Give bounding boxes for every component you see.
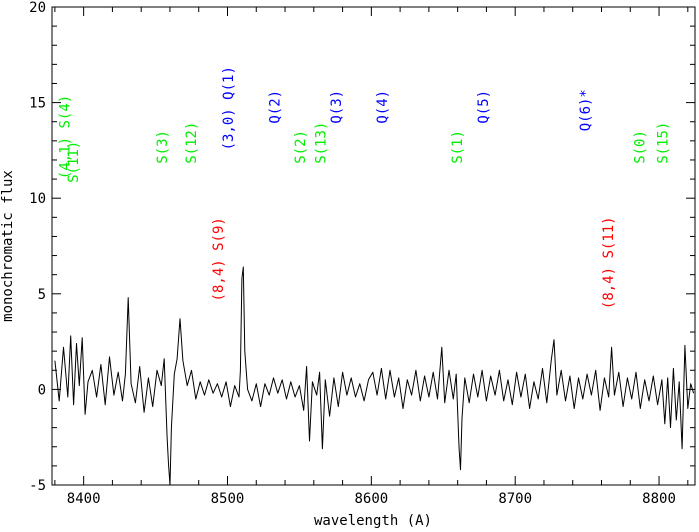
x-axis-title: wavelength (A) [314,513,432,529]
series-layer [54,266,695,486]
line-annotation: Q(2) [267,90,283,124]
line-annotation: S(11) [66,141,82,183]
line-annotation: S(13) [313,122,329,164]
annotation-layer: (4,1) S(4)S(11) S(3) S(12) (3,0) Q(1) Q(2) S(… [57,66,671,309]
y-tick-label: 15 [29,96,46,112]
line-annotation: (8,4) S(9) [211,217,227,301]
line-annotation: Q(3) [329,90,345,124]
spectrum-line [54,266,695,486]
line-annotation: S(0) [633,130,649,164]
x-tick-label: 8600 [354,491,388,507]
line-annotation: S(2) [293,130,309,164]
axis-ticks: 8400 8500 8600 8700 8800 -5 0 5 10 15 20 [29,0,695,507]
line-annotation: Q(4) [375,90,391,124]
line-annotation: S(15) [656,122,672,164]
x-tick-label: 8500 [211,491,245,507]
line-annotation: S(1) [450,130,466,164]
line-annotation: (8,4) S(11) [601,216,617,309]
y-tick-label: 5 [38,287,46,303]
x-tick-label: 8800 [642,491,676,507]
line-annotation: S(3) [155,130,171,164]
y-axis-title: monochromatic flux [0,170,16,322]
y-tick-label: 10 [29,191,46,207]
y-tick-label: -5 [29,478,46,494]
x-tick-label: 8400 [67,491,101,507]
line-annotation: (4,1) S(4) [57,95,73,179]
line-annotation: S(12) [184,122,200,164]
plot-frame [51,6,696,486]
line-annotation: Q(5) [476,90,492,124]
y-tick-label: 20 [29,0,46,16]
line-annotation: Q(6)* [578,89,594,131]
line-annotation: (3,0) Q(1) [221,66,237,150]
y-tick-label: 0 [38,382,46,398]
x-tick-label: 8700 [498,491,532,507]
